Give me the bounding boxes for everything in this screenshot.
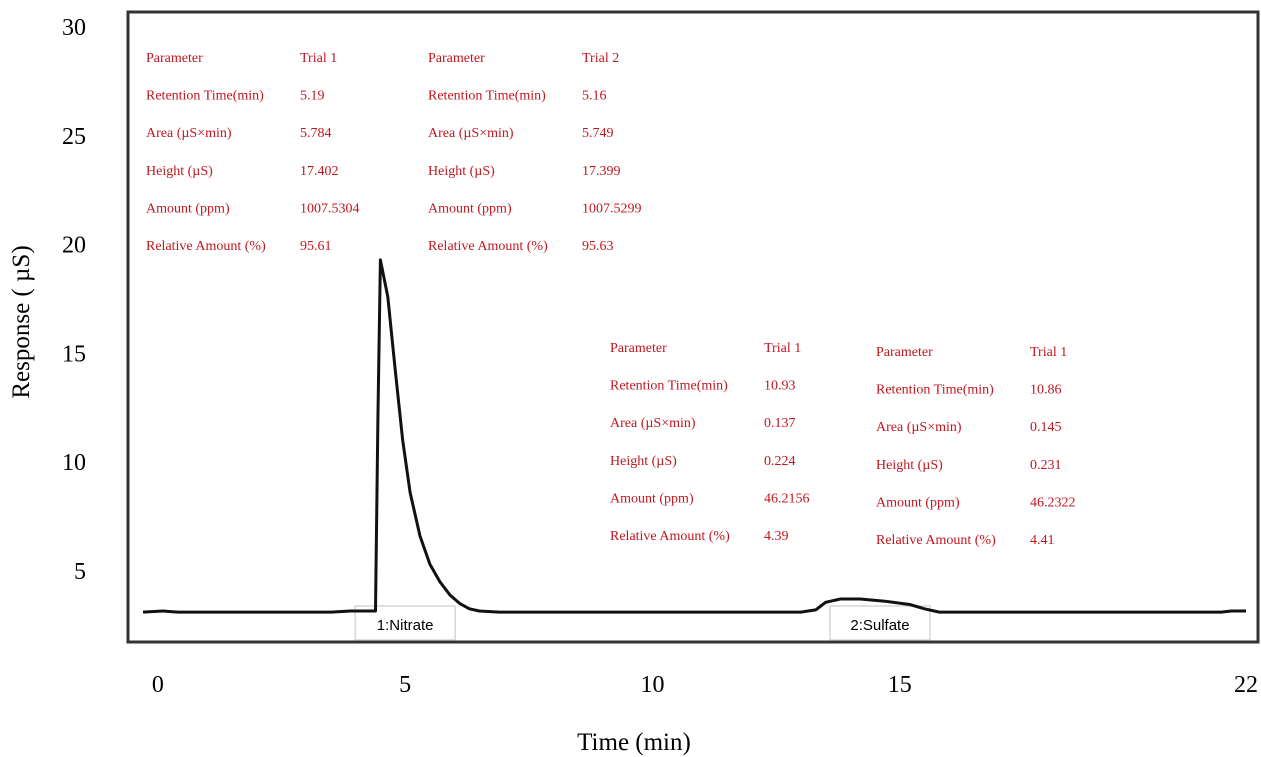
- table-header-cell: Trial 1: [764, 341, 801, 356]
- table-cell: 17.402: [300, 164, 339, 179]
- table-header-cell: Parameter: [876, 345, 933, 360]
- table-cell: 1007.5304: [300, 201, 360, 216]
- table-header-cell: Parameter: [428, 51, 485, 66]
- table-cell: 95.61: [300, 239, 332, 254]
- table-cell: Amount (ppm): [428, 201, 512, 216]
- table-header-cell: Parameter: [610, 341, 667, 356]
- table-cell: 5.19: [300, 89, 325, 104]
- peak-label: 1:Nitrate: [377, 617, 434, 634]
- chromatogram-trace: [142, 258, 1246, 614]
- result-table: Parameter Trial 1 Retention Time(min) 10.93…: [610, 341, 810, 544]
- table-cell: Area (µS×min): [876, 420, 962, 435]
- table-cell: 0.231: [1030, 458, 1062, 473]
- result-table: Parameter Trial 1 Retention Time(min) 5.19 A…: [146, 51, 360, 254]
- x-tick-labels: 0 5 10 15 22: [152, 672, 1258, 698]
- table-cell: Relative Amount (%): [428, 239, 548, 254]
- table-header-cell: Parameter: [146, 51, 203, 66]
- result-tables: Parameter Trial 1 Retention Time(min) 5.19 A…: [146, 51, 1076, 548]
- y-axis-title: Response ( µS): [8, 245, 35, 398]
- table-cell: Height (µS): [428, 164, 495, 179]
- table-cell: 10.86: [1030, 383, 1062, 398]
- y-tick-label: 20: [62, 233, 86, 259]
- table-cell: 1007.5299: [582, 201, 642, 216]
- x-tick-label: 15: [888, 672, 912, 698]
- x-tick-label: 5: [399, 672, 411, 698]
- y-tick-label: 5: [74, 559, 86, 585]
- table-cell: Relative Amount (%): [876, 533, 996, 548]
- table-cell: Height (µS): [876, 458, 943, 473]
- table-cell: Amount (ppm): [610, 491, 694, 506]
- table-cell: Retention Time(min): [610, 379, 728, 394]
- table-cell: Retention Time(min): [428, 89, 546, 104]
- y-tick-label: 30: [62, 15, 86, 41]
- result-table: Parameter Trial 2 Retention Time(min) 5.16 A…: [428, 51, 642, 254]
- table-cell: Amount (ppm): [876, 495, 960, 510]
- table-cell: 46.2322: [1030, 495, 1076, 510]
- table-cell: Area (µS×min): [146, 126, 232, 141]
- table-cell: Height (µS): [610, 454, 677, 469]
- table-cell: Area (µS×min): [428, 126, 514, 141]
- table-cell: 5.16: [582, 89, 607, 104]
- table-cell: 0.145: [1030, 420, 1062, 435]
- y-tick-labels: 5 10 15 20 25 30: [62, 15, 86, 585]
- x-tick-label: 22: [1234, 672, 1258, 698]
- table-cell: 95.63: [582, 239, 614, 254]
- x-tick-label: 0: [152, 672, 164, 698]
- table-cell: Retention Time(min): [876, 383, 994, 398]
- table-cell: Relative Amount (%): [610, 529, 730, 544]
- y-tick-label: 15: [62, 341, 86, 367]
- table-cell: 10.93: [764, 379, 796, 394]
- table-cell: 17.399: [582, 164, 621, 179]
- table-header-cell: Trial 2: [582, 51, 619, 66]
- peak-label: 2:Sulfate: [850, 617, 909, 634]
- result-table: Parameter Trial 1 Retention Time(min) 10.86…: [876, 345, 1076, 548]
- table-cell: Height (µS): [146, 164, 213, 179]
- table-cell: Relative Amount (%): [146, 239, 266, 254]
- x-axis-title: Time (min): [577, 729, 691, 756]
- peak-labels: 1:Nitrate 2:Sulfate: [354, 605, 931, 641]
- table-cell: Amount (ppm): [146, 201, 230, 216]
- table-cell: Area (µS×min): [610, 416, 696, 431]
- table-cell: 4.41: [1030, 533, 1055, 548]
- y-tick-label: 25: [62, 124, 86, 150]
- table-header-cell: Trial 1: [1030, 345, 1067, 360]
- table-cell: Retention Time(min): [146, 89, 264, 104]
- table-cell: 46.2156: [764, 491, 810, 506]
- x-tick-label: 10: [640, 672, 664, 698]
- plot-frame: [126, 10, 1260, 644]
- table-header-cell: Trial 1: [300, 51, 337, 66]
- table-cell: 5.749: [582, 126, 614, 141]
- table-cell: 0.137: [764, 416, 796, 431]
- table-cell: 4.39: [764, 529, 789, 544]
- table-cell: 0.224: [764, 454, 796, 469]
- peak-label-box: [829, 605, 931, 641]
- table-cell: 5.784: [300, 126, 332, 141]
- y-tick-label: 10: [62, 450, 86, 476]
